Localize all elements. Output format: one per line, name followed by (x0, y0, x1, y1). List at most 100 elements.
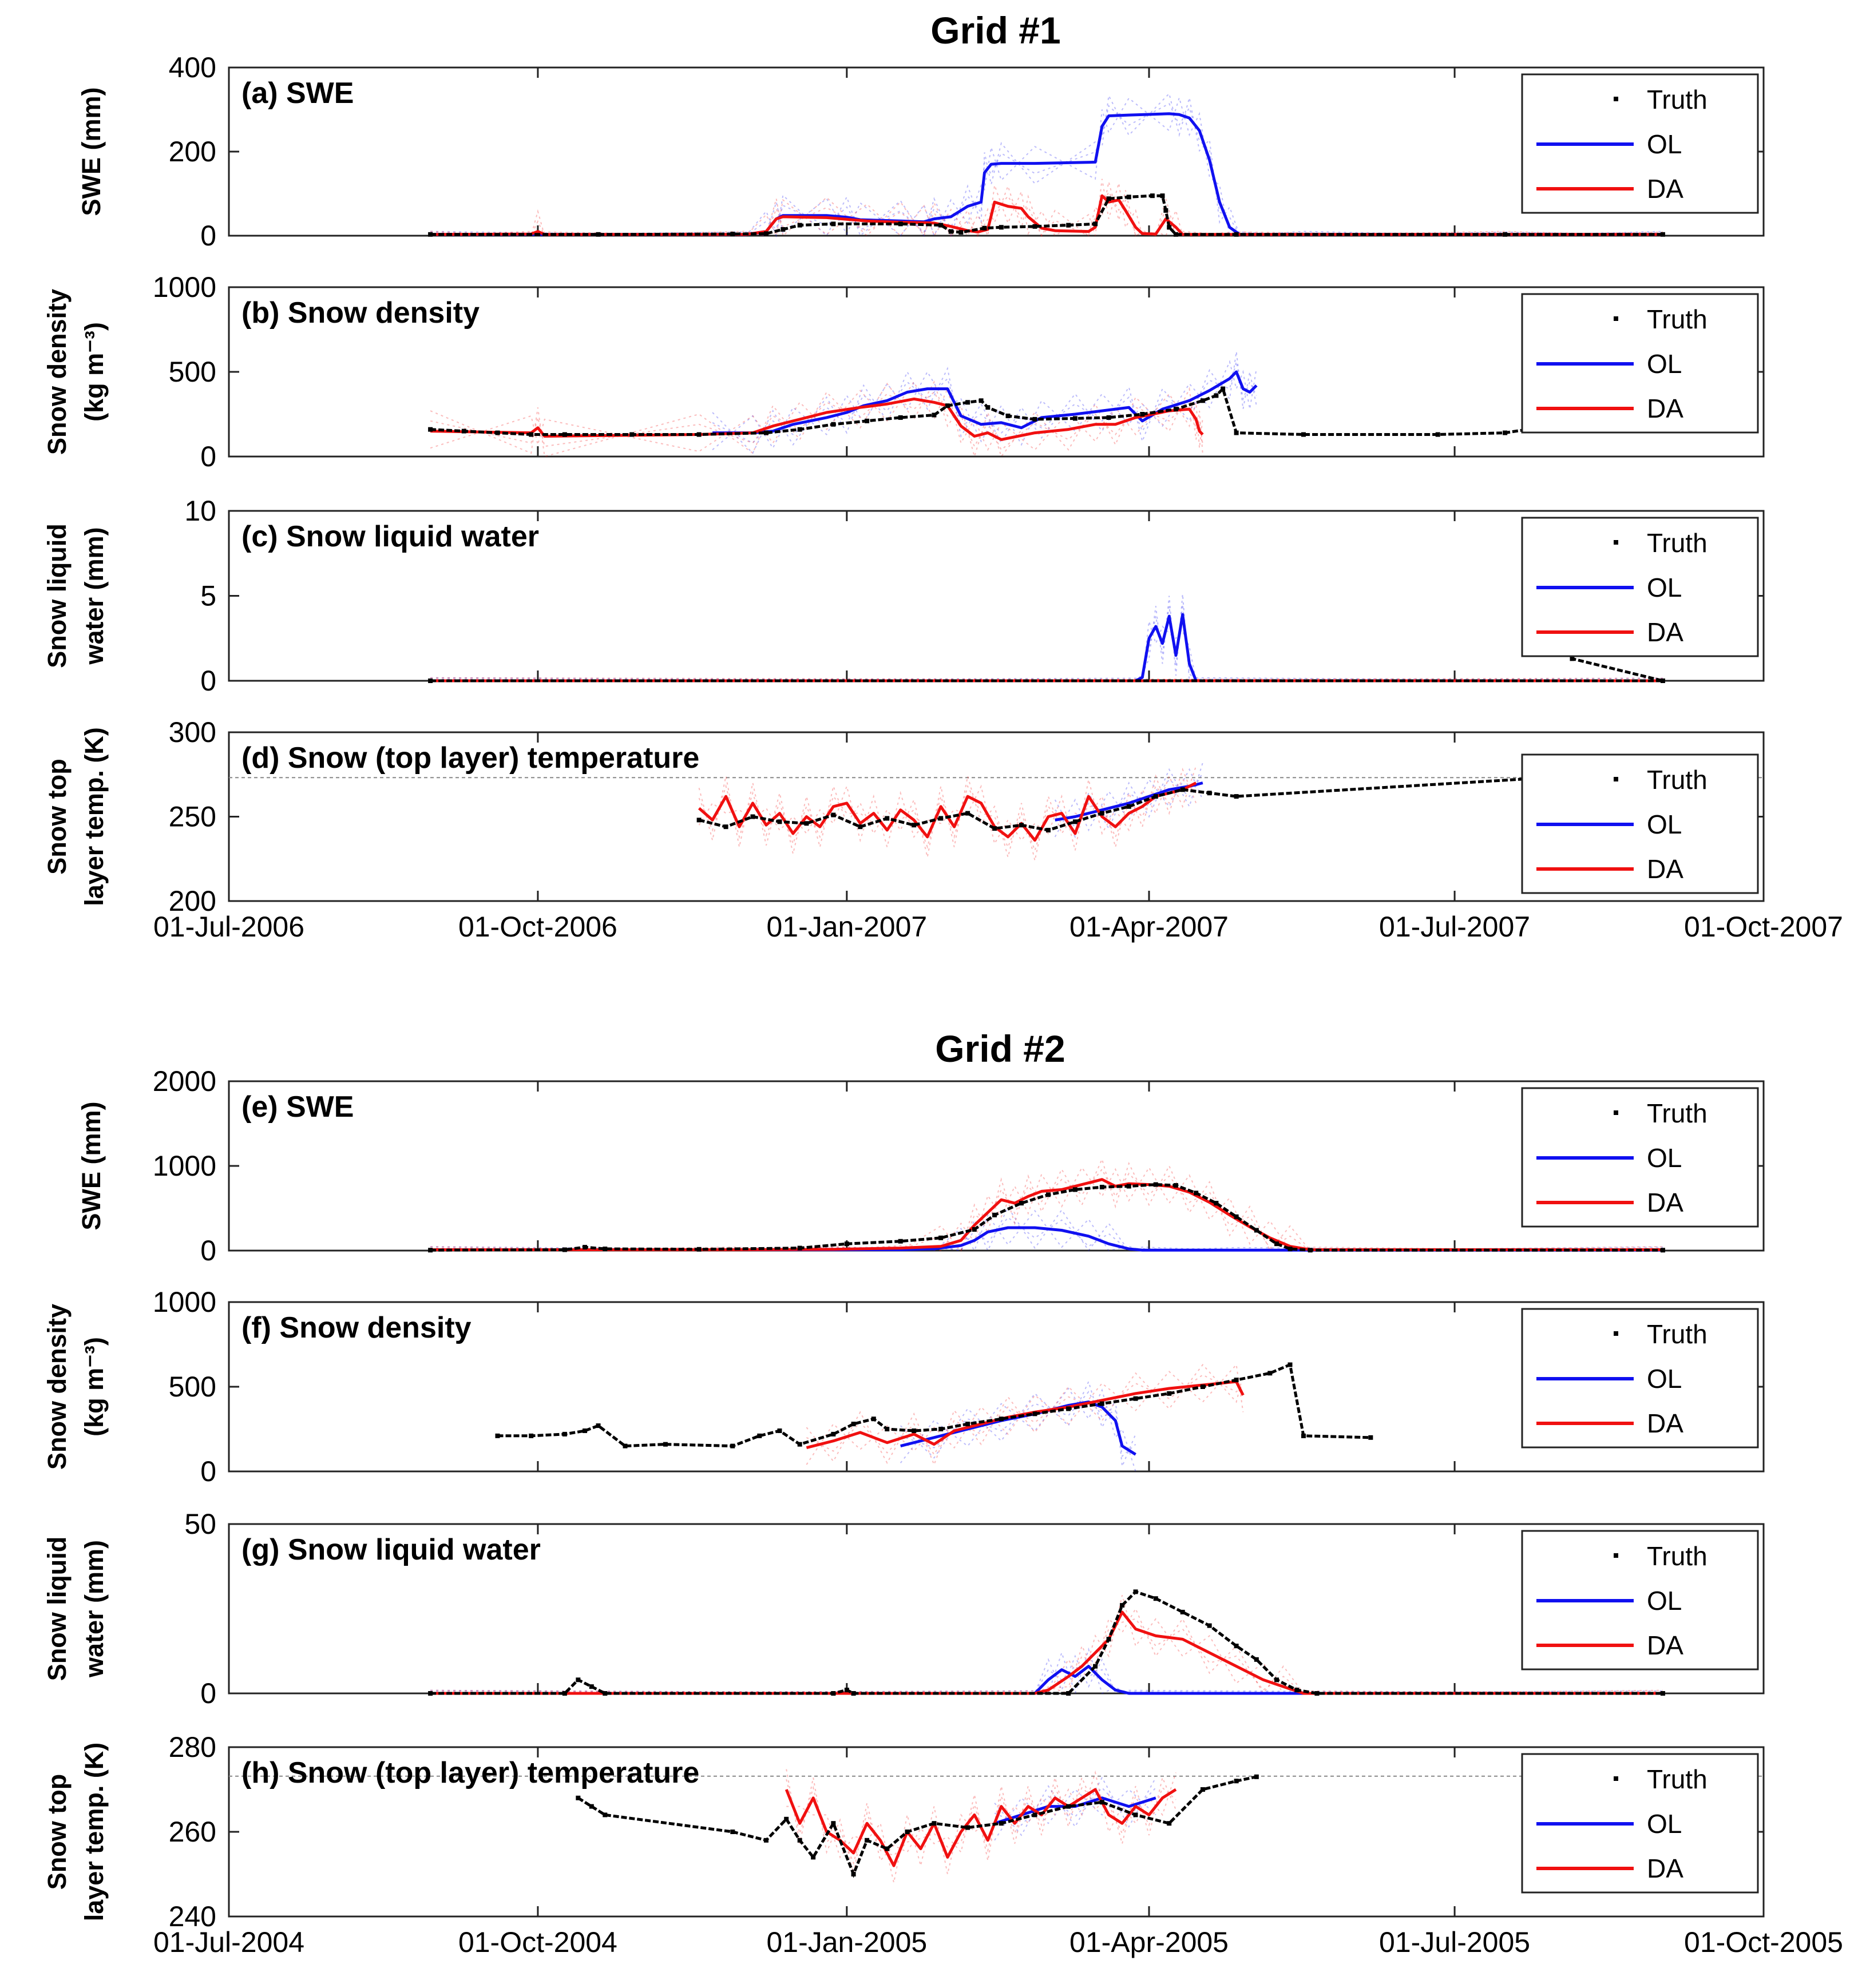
truth-point (1045, 1192, 1051, 1197)
panel-d: 200 250 300 01-Jul-2006 01-Oct-2006 01-Jan-20… (42, 716, 1843, 943)
truth-point (596, 232, 601, 237)
truth-point (885, 816, 890, 821)
truth-point (965, 400, 970, 405)
truth-point (1099, 1401, 1104, 1406)
truth-point (1072, 416, 1077, 421)
legend-label-truth: Truth (1647, 1098, 1708, 1128)
y-axis-label-line1: Snow liquid (42, 523, 72, 668)
plot-frame (228, 1080, 1765, 1252)
y-tick-label: 240 (169, 1900, 216, 1933)
truth-point (495, 1433, 500, 1438)
truth-point (1314, 1691, 1320, 1696)
x-tick-label: 01-Oct-2007 (1684, 911, 1843, 943)
legend-label-da: DA (1647, 394, 1683, 423)
series-da (430, 1610, 1663, 1695)
truth-point (1308, 1248, 1313, 1253)
truth-point (1099, 1185, 1104, 1189)
x-tick-label: 01-Oct-2006 (458, 911, 617, 943)
x-tick-label: 01-Apr-2005 (1069, 1926, 1229, 1958)
truth-point (1140, 412, 1145, 416)
truth-point (1287, 1362, 1293, 1367)
y-axis-label-line1: Snow top (42, 1774, 72, 1890)
truth-point (1066, 223, 1071, 228)
truth-point (730, 1830, 735, 1834)
da-ensemble-member (806, 1374, 1244, 1456)
plot-frame (228, 286, 1765, 458)
series-truth (430, 194, 1663, 236)
truth-point (1066, 1691, 1071, 1696)
legend-label-truth: Truth (1647, 304, 1708, 334)
legend-truth-marker (1614, 1110, 1618, 1115)
truth-point (1570, 656, 1575, 661)
legend: Truth OL DA (1521, 293, 1759, 434)
truth-point (1066, 1406, 1071, 1411)
truth-point (1214, 1201, 1219, 1206)
truth-point (1194, 1191, 1199, 1196)
truth-point (1234, 1779, 1239, 1784)
truth-point (1019, 823, 1024, 828)
legend-label-truth: Truth (1647, 528, 1708, 558)
ol-ensemble-member (430, 92, 1663, 238)
legend-label-ol: OL (1647, 1809, 1682, 1839)
truth-point (797, 1442, 802, 1447)
y-axis-label: SWE (mm) (77, 1102, 106, 1231)
truth-point (1150, 193, 1155, 199)
ol-ensemble-member (1054, 768, 1203, 838)
y-axis-label-line2: (kg m⁻³) (80, 1337, 109, 1437)
truth-point (461, 428, 466, 434)
truth-point (696, 432, 702, 437)
truth-point (1072, 819, 1077, 824)
truth-point (865, 418, 870, 423)
truth-point (1267, 1371, 1273, 1376)
truth-point (1072, 1187, 1077, 1192)
truth-point (797, 427, 802, 432)
truth-point (1660, 1248, 1665, 1253)
truth-point (999, 1416, 1004, 1422)
truth-point (750, 814, 755, 819)
series-da (430, 397, 1204, 441)
panel-g: 0 50 Snow liquid water (mm) (g) Snow liquid … (42, 1508, 1765, 1709)
truth-point (871, 1416, 876, 1422)
truth-point (1254, 1657, 1259, 1662)
truth-point (938, 223, 944, 228)
truth-point (1234, 794, 1239, 799)
legend-truth-marker (1614, 316, 1618, 321)
truth-point (1167, 1821, 1172, 1826)
y-tick-label: 2000 (153, 1065, 216, 1097)
truth-point (844, 1688, 849, 1693)
truth-point (1180, 1609, 1185, 1614)
truth-point (1214, 393, 1219, 398)
panel-e: 0 1000 2000 SWE (mm) (e) SWE Truth OL DA (77, 1065, 1765, 1267)
truth-point (781, 227, 786, 232)
legend: Truth OL DA (1521, 1308, 1759, 1449)
legend-label-truth: Truth (1647, 1319, 1708, 1349)
truth-point (730, 1443, 735, 1449)
truth-point (958, 230, 964, 235)
y-axis-label-line2: water (mm) (80, 1540, 109, 1678)
legend-label-da: DA (1647, 617, 1683, 647)
series-ol (712, 370, 1258, 435)
truth-point (999, 1821, 1004, 1826)
ol-ensemble-member (994, 1787, 1156, 1826)
truth-point (603, 1691, 608, 1696)
truth-point (1093, 1664, 1098, 1669)
panel-title: (f) Snow density (241, 1311, 472, 1344)
da-ensemble-member (806, 1363, 1244, 1465)
series-da (785, 1788, 1177, 1867)
plot-frame (228, 1523, 1765, 1695)
truth-point (1093, 221, 1098, 227)
truth-point (1032, 224, 1037, 229)
y-tick-label: 1000 (153, 1150, 216, 1182)
truth-point (1234, 430, 1239, 435)
truth-point (1254, 1774, 1259, 1779)
truth-point (1153, 794, 1158, 799)
truth-point (663, 1442, 668, 1447)
truth-point (1234, 1644, 1239, 1649)
truth-point (1503, 430, 1508, 435)
truth-point (1274, 1677, 1279, 1683)
legend-label-ol: OL (1647, 810, 1682, 839)
legend: Truth OL DA (1521, 73, 1759, 214)
truth-point (898, 415, 903, 420)
legend-truth-marker (1614, 1776, 1618, 1781)
ol-ensemble-member (900, 1387, 1136, 1472)
